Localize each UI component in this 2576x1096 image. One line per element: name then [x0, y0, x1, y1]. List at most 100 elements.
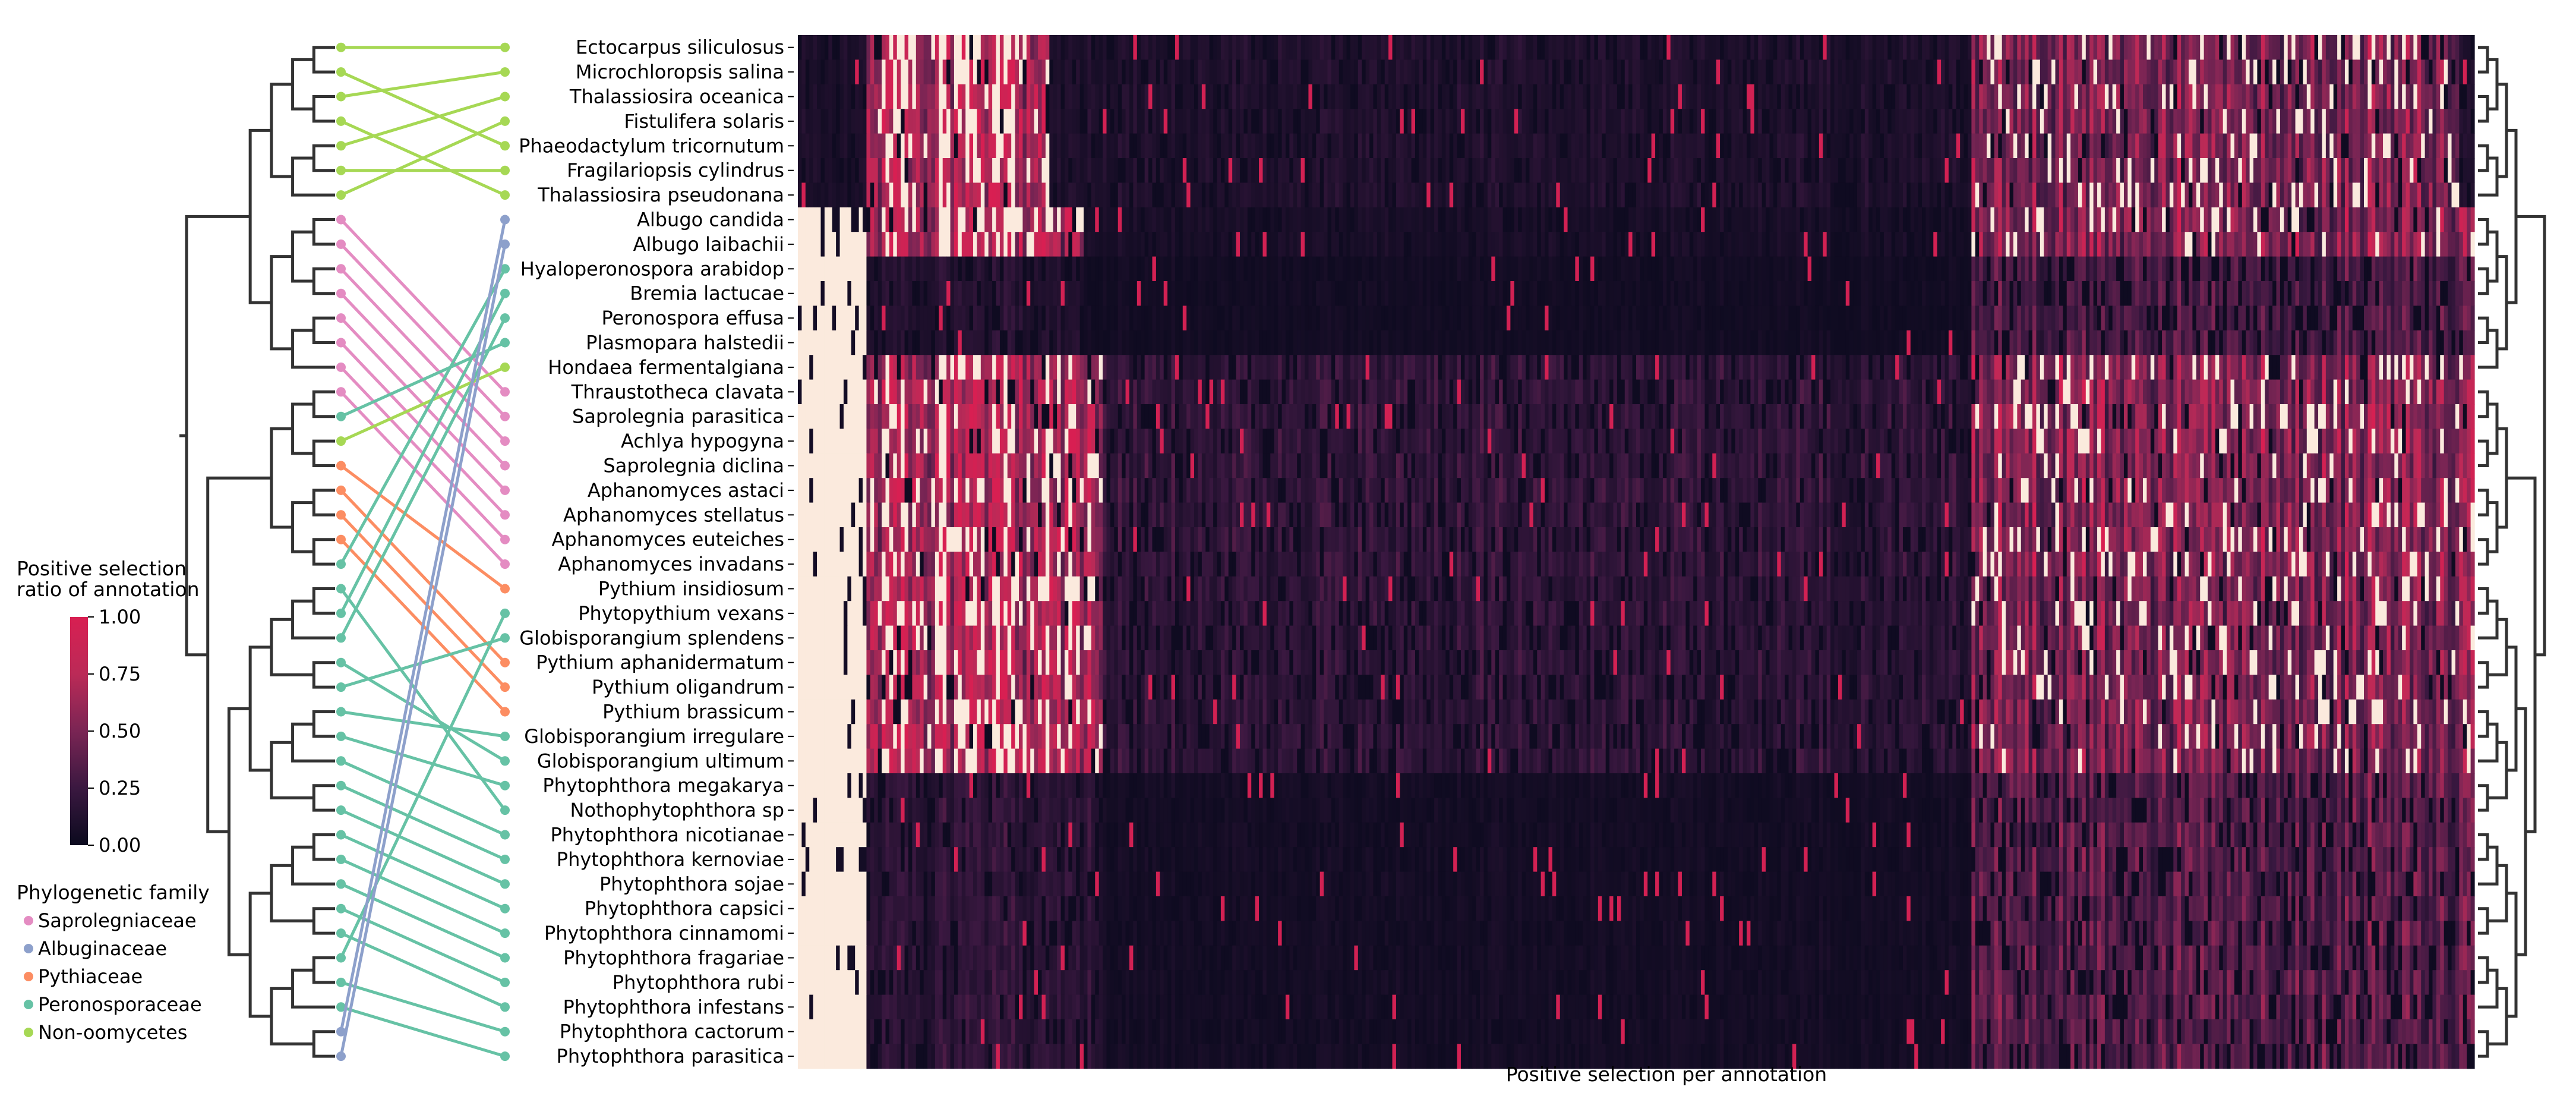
- link-line: [340, 931, 506, 1009]
- heatmap-cell: [1670, 232, 1675, 257]
- heatmap-cell: [1701, 232, 1706, 257]
- heatmap-cell: [1377, 207, 1381, 232]
- heatmap-cell: [1358, 207, 1362, 232]
- heatmap-cell: [1914, 232, 1919, 257]
- heatmap-cell: [1068, 232, 1073, 257]
- heatmap-cell: [1838, 182, 1842, 208]
- heatmap-cell: [1232, 158, 1237, 183]
- row-label: Phytopythium vexans: [578, 602, 784, 625]
- heatmap-cell: [2276, 207, 2281, 232]
- heatmap-cell: [2253, 84, 2258, 109]
- heatmap-cell: [1826, 232, 1831, 257]
- heatmap-cell: [2017, 207, 2022, 232]
- heatmap-cell: [1403, 158, 1408, 183]
- heatmap-cell: [863, 133, 867, 159]
- heatmap-cell: [1689, 256, 1694, 282]
- heatmap-cell: [954, 182, 958, 208]
- heatmap-cell: [1160, 158, 1164, 183]
- heatmap-cell: [863, 232, 867, 257]
- heatmap-cell: [1335, 207, 1340, 232]
- link-dot-left: [336, 854, 346, 864]
- heatmap-cell: [870, 281, 875, 306]
- heatmap-cell: [2386, 158, 2391, 183]
- heatmap-cell: [2364, 232, 2369, 257]
- heatmap-cell: [863, 109, 867, 134]
- heatmap-cell: [1106, 256, 1111, 282]
- heatmap-cell: [1586, 109, 1591, 134]
- heatmap-cell: [1285, 35, 1290, 60]
- heatmap-cell: [896, 84, 901, 109]
- heatmap-cell: [1129, 256, 1134, 282]
- heatmap-cell: [1396, 158, 1400, 183]
- heatmap-cell: [920, 133, 924, 159]
- heatmap-cell: [1243, 232, 1248, 257]
- heatmap-cell: [2337, 133, 2342, 159]
- heatmap-cell: [1175, 109, 1179, 134]
- dendrogram-branch: [227, 707, 251, 956]
- heatmap-cell: [1251, 256, 1256, 282]
- heatmap-cell: [2215, 256, 2220, 282]
- heatmap-cell: [1137, 182, 1141, 208]
- link-dot-right: [500, 67, 510, 77]
- heatmap-cell: [1777, 281, 1782, 306]
- heatmap-cell: [2002, 84, 2006, 109]
- heatmap-cell: [1110, 84, 1115, 109]
- heatmap-cell: [1990, 84, 1995, 109]
- dendrogram-branch: [312, 267, 335, 295]
- heatmap-cell: [1495, 158, 1499, 183]
- heatmap-cell: [2253, 133, 2258, 159]
- heatmap-cell: [1502, 109, 1507, 134]
- heatmap-cell: [2383, 158, 2388, 183]
- heatmap-cell: [1480, 59, 1485, 85]
- heatmap-cell: [1087, 35, 1092, 60]
- heatmap-cell: [1103, 232, 1107, 257]
- heatmap-cell: [1872, 84, 1877, 109]
- heatmap-cell: [1163, 84, 1168, 109]
- heatmap-cell: [1891, 35, 1896, 60]
- heatmap-cell: [980, 109, 985, 134]
- heatmap-cell: [1103, 84, 1107, 109]
- heatmap-cell: [2116, 84, 2121, 109]
- heatmap-cell: [1636, 281, 1641, 306]
- heatmap-cell: [2440, 133, 2445, 159]
- heatmap-cell: [2394, 232, 2399, 257]
- heatmap-cell: [1731, 281, 1736, 306]
- heatmap-cell: [927, 59, 932, 85]
- heatmap-cell: [1521, 207, 1526, 232]
- heatmap-cell: [2364, 158, 2369, 183]
- heatmap-cell: [2280, 59, 2284, 85]
- heatmap-cell: [851, 59, 855, 85]
- heatmap-cell: [1041, 84, 1046, 109]
- heatmap-cell: [2249, 182, 2254, 208]
- link-dot-right: [500, 436, 510, 446]
- heatmap-cell: [877, 59, 882, 85]
- heatmap-cell: [1651, 158, 1656, 183]
- heatmap-cell: [2192, 35, 2197, 60]
- heatmap-cell: [1845, 158, 1850, 183]
- heatmap-cell: [1305, 35, 1309, 60]
- heatmap-cell: [996, 109, 1000, 134]
- heatmap-cell: [2208, 35, 2212, 60]
- heatmap-cell: [2280, 133, 2284, 159]
- heatmap-cell: [1594, 59, 1599, 85]
- heatmap-cell: [1659, 59, 1663, 85]
- heatmap-cell: [1815, 158, 1820, 183]
- heatmap-cell: [866, 256, 871, 282]
- heatmap-cell: [2123, 207, 2128, 232]
- heatmap-cell: [1186, 158, 1191, 183]
- heatmap-cell: [2440, 232, 2445, 257]
- heatmap-cell: [2006, 133, 2010, 159]
- heatmap-cell: [1117, 182, 1122, 208]
- heatmap-cell: [969, 207, 974, 232]
- heatmap-cell: [1502, 232, 1507, 257]
- heatmap-cell: [1171, 256, 1176, 282]
- heatmap-cell: [1796, 207, 1801, 232]
- heatmap-cell: [1274, 158, 1278, 183]
- heatmap-cell: [1720, 281, 1725, 306]
- heatmap-cell: [1552, 256, 1557, 282]
- heatmap-cell: [2211, 84, 2216, 109]
- heatmap-cell: [1434, 59, 1439, 85]
- heatmap-cell: [1880, 256, 1884, 282]
- row-label: Thalassiosira oceanica: [569, 86, 784, 108]
- heatmap-cell: [1640, 182, 1644, 208]
